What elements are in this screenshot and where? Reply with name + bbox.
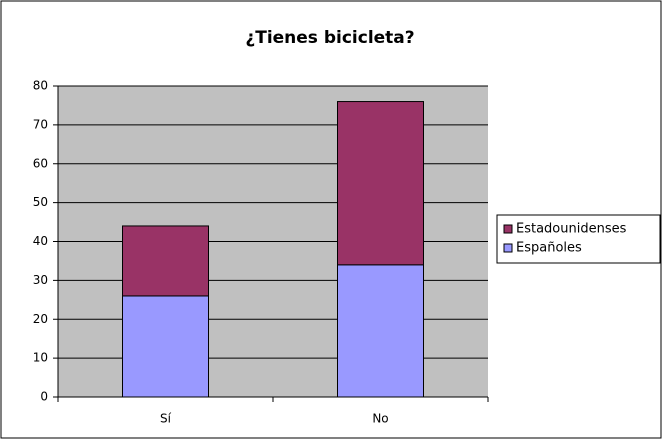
legend-label: Españoles — [516, 241, 582, 256]
legend-swatch — [503, 224, 513, 234]
y-tick-label: 70 — [33, 117, 48, 131]
y-tick-label: 10 — [33, 351, 48, 365]
x-tick-label: Sí — [160, 412, 172, 426]
bar-segment — [337, 101, 424, 266]
y-tick-label: 50 — [33, 195, 48, 209]
y-tick-label: 20 — [33, 312, 48, 326]
bar-segment — [337, 264, 424, 398]
chart-title: ¿Tienes bicicleta? — [245, 28, 414, 48]
y-tick-label: 80 — [33, 79, 48, 93]
bar-segment — [122, 295, 209, 398]
y-tick-label: 40 — [33, 234, 48, 248]
bar-segment — [122, 225, 209, 297]
y-tick-label: 30 — [33, 273, 48, 287]
y-tick-label: 60 — [33, 156, 48, 170]
x-tick-label: No — [372, 412, 388, 426]
legend-box — [496, 214, 661, 264]
y-tick-label: 0 — [40, 390, 48, 404]
legend-label: Estadounidenses — [516, 222, 627, 237]
legend-swatch — [503, 243, 513, 253]
